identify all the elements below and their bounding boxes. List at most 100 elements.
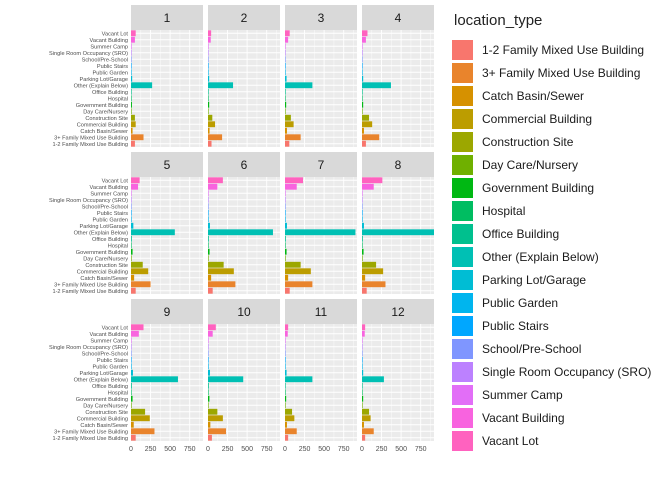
bar xyxy=(208,30,212,37)
panel-background xyxy=(362,324,434,441)
legend-key xyxy=(452,85,473,106)
bar xyxy=(131,274,135,281)
bar xyxy=(208,75,210,82)
facet-panel: 12 0 250 500 750 xyxy=(360,299,434,453)
legend-title: location_type xyxy=(454,12,543,29)
y-tick-label: Parking Lot/Garage xyxy=(79,224,128,230)
bar xyxy=(208,330,213,337)
y-tick-label: Other (Explain Below) xyxy=(74,83,129,89)
y-tick-label: Vacant Building xyxy=(90,332,128,338)
facet-label: 1 xyxy=(164,11,171,25)
bar xyxy=(131,209,132,216)
panel-background xyxy=(131,30,203,147)
bar xyxy=(131,196,132,203)
bar xyxy=(131,183,139,190)
bar xyxy=(131,248,133,255)
x-tick-label: 0 xyxy=(360,446,364,453)
bar xyxy=(208,408,218,415)
legend-item: School/Pre-School xyxy=(452,337,667,360)
bar xyxy=(208,363,209,370)
bar xyxy=(131,415,150,422)
bar xyxy=(285,196,286,203)
legend-label: Day Care/Nursery xyxy=(482,157,579,172)
bar xyxy=(362,121,373,128)
bar xyxy=(285,324,289,331)
facet-panel: 7 xyxy=(285,152,357,294)
facet-strip xyxy=(285,5,357,30)
legend-item: Parking Lot/Garage xyxy=(452,268,667,291)
legend-item: Single Room Occupancy (SRO) xyxy=(452,360,667,383)
y-tick-label: Public Stairs xyxy=(97,64,128,70)
bar xyxy=(208,287,213,294)
bar xyxy=(285,62,286,69)
y-tick-label: School/Pre-School xyxy=(82,57,128,63)
bar xyxy=(362,268,384,275)
bar xyxy=(285,75,287,82)
bar xyxy=(362,376,384,383)
bar xyxy=(285,350,286,357)
bar xyxy=(285,101,287,108)
bar xyxy=(362,95,363,102)
bar xyxy=(131,222,134,229)
panel-background xyxy=(131,177,203,294)
bar xyxy=(362,177,383,184)
legend-label: Construction Site xyxy=(482,134,574,149)
facet-label: 8 xyxy=(395,158,402,172)
bar xyxy=(285,376,313,383)
y-tick-label: Catch Basin/Sewer xyxy=(80,129,128,135)
legend-label: Vacant Lot xyxy=(482,433,539,448)
bar xyxy=(362,350,363,357)
bar xyxy=(131,88,132,95)
bar xyxy=(362,101,364,108)
y-tick-label: School/Pre-School xyxy=(82,204,128,210)
bar xyxy=(208,389,209,396)
bar xyxy=(131,382,132,389)
bar xyxy=(208,235,209,242)
bar xyxy=(362,75,364,82)
legend-label: Vacant Building xyxy=(482,410,565,425)
bar xyxy=(208,183,218,190)
y-tick-label: Government Building xyxy=(76,103,128,109)
legend-key xyxy=(452,223,473,244)
bar xyxy=(362,274,366,281)
bar xyxy=(131,350,132,357)
bar xyxy=(131,177,140,184)
x-tick-label: 0 xyxy=(283,446,287,453)
panel-background xyxy=(362,30,434,147)
bar xyxy=(208,337,209,344)
bar xyxy=(208,376,244,383)
legend-key xyxy=(452,62,473,83)
facet-strip xyxy=(208,299,280,324)
y-tick-label: Vacant Lot xyxy=(102,178,129,184)
bar xyxy=(285,255,286,262)
bar xyxy=(362,140,366,147)
bar xyxy=(285,402,286,409)
bar xyxy=(362,69,363,76)
bar xyxy=(208,428,226,435)
bar xyxy=(285,190,286,197)
y-tick-label: Vacant Building xyxy=(90,185,128,191)
bar xyxy=(362,134,380,141)
facet-label: 10 xyxy=(237,305,251,319)
bar xyxy=(285,235,286,242)
bar xyxy=(208,402,209,409)
panel-background xyxy=(208,30,280,147)
bar xyxy=(362,209,363,216)
bar xyxy=(362,62,363,69)
bar xyxy=(208,49,209,56)
legend-label: Parking Lot/Garage xyxy=(482,272,587,287)
facet-strip xyxy=(362,5,434,30)
x-tick-label: 250 xyxy=(222,446,234,453)
bar xyxy=(131,408,146,415)
x-tick-label: 500 xyxy=(241,446,253,453)
bar xyxy=(285,88,286,95)
x-tick-label: 750 xyxy=(184,446,196,453)
bar xyxy=(285,177,303,184)
bar xyxy=(131,203,132,210)
bar xyxy=(285,140,290,147)
legend-item: Public Stairs xyxy=(452,314,667,337)
bar xyxy=(362,343,363,350)
y-tick-label: 1-2 Family Mixed Use Building xyxy=(52,289,128,295)
bar xyxy=(285,356,286,363)
facet-label: 5 xyxy=(164,158,171,172)
